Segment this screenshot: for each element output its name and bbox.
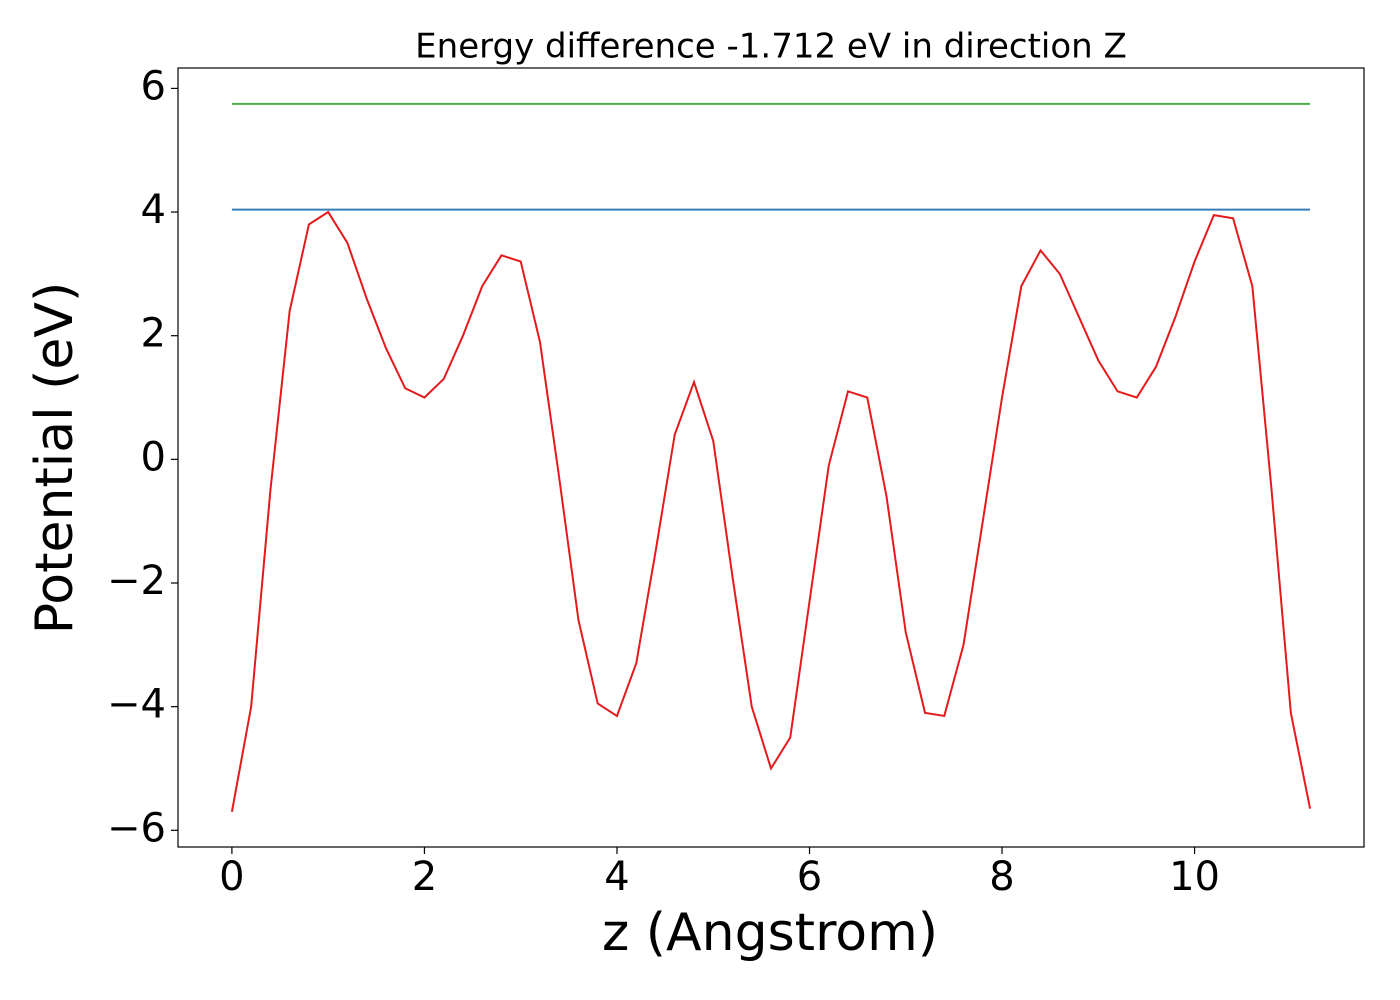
y-tick-label: 6 [141,63,166,109]
x-tick-label: 4 [604,854,629,900]
y-tick-label: −4 [107,682,166,728]
y-tick-label: −6 [107,805,166,851]
y-tick-label: 0 [141,434,166,480]
series-line [230,210,1312,812]
y-tick-label: 4 [141,187,166,233]
x-tick-label: 10 [1169,854,1220,900]
plot-frame [177,67,1365,848]
x-tick-label: 0 [219,854,244,900]
y-tick-label: 2 [141,311,166,357]
y-axis-label: Potential (eV) [25,282,85,634]
x-tick-label: 6 [797,854,822,900]
y-tick-label: −2 [107,558,166,604]
x-tick-label: 2 [412,854,437,900]
x-axis-label: z (Angstrom) [602,903,938,963]
chart-title: Energy difference -1.712 eV in direction… [415,27,1127,67]
x-tick-label: 8 [989,854,1014,900]
